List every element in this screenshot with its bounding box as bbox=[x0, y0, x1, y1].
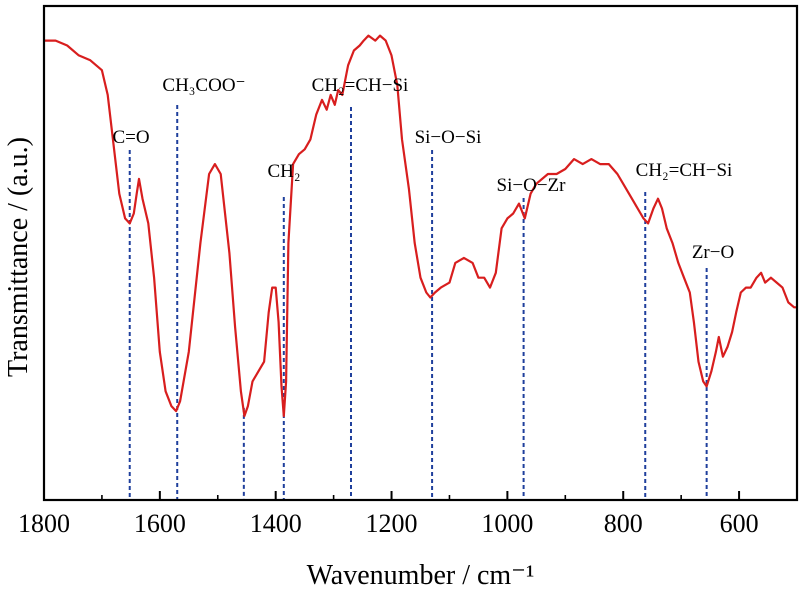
marker-label: CH₂=CH−Si bbox=[636, 160, 733, 181]
x-tick-label: 1600 bbox=[134, 509, 186, 538]
marker-label: C=O bbox=[112, 127, 149, 148]
x-axis-ticks: 1800 1600 1400 1200 1000 800 600 bbox=[18, 491, 759, 538]
marker-label: CH₂ bbox=[267, 161, 300, 182]
marker-label: Zr−O bbox=[692, 242, 734, 263]
x-axis-title: Wavenumber / cm⁻¹ bbox=[307, 560, 535, 591]
marker-label: Si−O−Si bbox=[415, 127, 482, 148]
annotation-labels: C=O CH₃COO⁻ CH₂ CH₂=CH−Si Si−O−Si Si−O−Zr CH₂=… bbox=[112, 75, 734, 263]
x-tick-label: 1200 bbox=[366, 509, 418, 538]
x-tick-label: 600 bbox=[720, 509, 759, 538]
x-tick-label: 1400 bbox=[250, 509, 302, 538]
marker-layer bbox=[128, 105, 708, 500]
marker-label: CH₃COO⁻ bbox=[162, 75, 245, 96]
spectrum-line bbox=[44, 34, 797, 418]
marker-label: CH₂=CH−Si bbox=[312, 75, 409, 96]
y-axis-title: Transmittance / (a.u.) bbox=[3, 137, 34, 377]
marker-label: Si−O−Zr bbox=[497, 175, 567, 196]
plot-frame bbox=[42, 4, 799, 502]
x-tick-label: 1800 bbox=[18, 509, 70, 538]
x-tick-label: 800 bbox=[604, 509, 643, 538]
x-tick-label: 1000 bbox=[481, 509, 533, 538]
